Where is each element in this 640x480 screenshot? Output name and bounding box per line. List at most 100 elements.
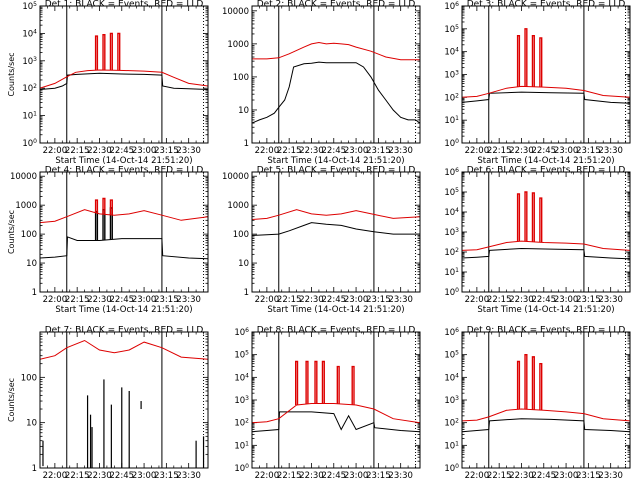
events-series	[252, 61, 420, 124]
lld-spike	[117, 32, 121, 71]
tick-label: 23:30	[598, 146, 623, 156]
tick-label: 100	[21, 373, 37, 383]
x-axis-label: Start Time (14-Oct-14 21:51:20)	[477, 156, 614, 166]
detector-panel-6: Det 6: BLACK = Events, RED = LLD Start Ti…	[444, 166, 631, 315]
tick-label: 104	[234, 372, 249, 383]
tick-label: 22:15	[487, 295, 512, 305]
tick-label: 101	[444, 115, 459, 126]
plot-frame	[461, 331, 631, 469]
events-series	[462, 91, 630, 104]
tick-label: 22:00	[43, 146, 68, 156]
tick-label: 100	[21, 230, 37, 240]
tick-label: 101	[22, 111, 37, 122]
tick-label: 105	[444, 350, 459, 361]
tick-label: 103	[444, 70, 459, 81]
tick-label: 22:45	[322, 295, 347, 305]
lld-series	[252, 41, 420, 61]
lld-series	[462, 85, 630, 98]
tick-label: 102	[444, 418, 459, 429]
tick-label: 101	[444, 267, 459, 278]
tick-label: 22:30	[509, 471, 534, 480]
tick-label: 23:30	[176, 295, 201, 305]
tick-label: 104	[444, 47, 459, 58]
tick-label: 103	[22, 56, 37, 67]
tick-label: 103	[444, 395, 459, 406]
tick-label: 23:00	[554, 295, 579, 305]
tick-label: 106	[444, 327, 459, 338]
tick-label: 100	[233, 73, 249, 83]
tick-label: 23:15	[576, 146, 601, 156]
plot-area	[40, 339, 208, 468]
tick-label: 23:00	[344, 146, 369, 156]
tick-label: 23:00	[554, 146, 579, 156]
tick-label: 22:30	[299, 295, 324, 305]
tick-label: 23:30	[388, 146, 413, 156]
tick-label: 22:15	[65, 471, 90, 480]
lld-series	[40, 339, 208, 360]
tick-label: 102	[444, 92, 459, 103]
lld-series	[252, 403, 420, 424]
plot-area	[462, 28, 630, 104]
y-axis-label: Counts/sec	[7, 378, 16, 422]
plot-area	[252, 41, 420, 124]
tick-label: 10000	[222, 172, 249, 182]
panel-title: Det 9: BLACK = Events, RED = LLD	[467, 326, 626, 336]
tick-label: 23:00	[132, 295, 157, 305]
detector-panel-5: Det 5: BLACK = Events, RED = LLD Start Ti…	[222, 166, 421, 315]
lld-series	[252, 209, 420, 220]
tick-label: 22:45	[322, 146, 347, 156]
tick-label: 22:15	[487, 471, 512, 480]
tick-label: 23:30	[176, 471, 201, 480]
tick-label: 10	[26, 419, 37, 429]
tick-label: 23:15	[154, 295, 179, 305]
detector-panel-2: Det 2: BLACK = Events, RED = LLD Start Ti…	[222, 0, 421, 166]
tick-label: 10000	[10, 172, 37, 182]
tick-label: 23:15	[366, 146, 391, 156]
panel-title: Det 4: BLACK = Events, RED = LLD	[45, 166, 204, 176]
tick-label: 105	[22, 1, 37, 12]
tick-label: 106	[444, 167, 459, 178]
tick-label: 22:45	[532, 146, 557, 156]
tick-label: 23:00	[132, 146, 157, 156]
lld-spike	[94, 199, 99, 213]
tick-label: 1	[244, 139, 249, 149]
tick-label: 100	[233, 230, 249, 240]
tick-label: 101	[444, 440, 459, 451]
x-axis-label: Start Time (14-Oct-14 21:51:20)	[55, 156, 192, 166]
lld-spike	[531, 192, 535, 242]
lld-spike	[102, 197, 106, 215]
plot-frame	[39, 5, 209, 144]
tick-label: 22:45	[532, 295, 557, 305]
plot-frame	[39, 331, 209, 469]
tick-label: 22:15	[487, 146, 512, 156]
detector-panel-7: Det 7: BLACK = Events, RED = LLD Counts/s…	[7, 326, 209, 480]
tick-label: 23:30	[598, 295, 623, 305]
lld-spike	[102, 33, 106, 71]
lld-series	[40, 209, 208, 224]
tick-label: 103	[444, 227, 459, 238]
tick-label: 104	[22, 28, 37, 39]
lld-spike	[321, 360, 325, 404]
tick-label: 22:00	[465, 471, 490, 480]
lld-spike	[516, 360, 521, 410]
panel-title: Det 8: BLACK = Events, RED = LLD	[257, 326, 416, 336]
tick-label: 22:30	[299, 146, 324, 156]
plot-frame	[461, 5, 631, 144]
tick-label: 100	[444, 287, 459, 298]
lld-spike	[516, 35, 521, 87]
tick-label: 23:30	[388, 295, 413, 305]
tick-label: 22:00	[465, 295, 490, 305]
lld-spike	[539, 37, 543, 88]
tick-label: 22:00	[465, 146, 490, 156]
plot-area	[40, 32, 208, 90]
tick-label: 23:15	[154, 146, 179, 156]
plot-frame	[461, 171, 631, 293]
tick-label: 22:45	[110, 471, 135, 480]
lld-series	[40, 69, 208, 89]
tick-label: 1000	[15, 201, 37, 211]
lld-spike	[295, 360, 299, 406]
lld-spike	[531, 356, 535, 410]
plot-frame	[251, 5, 421, 144]
